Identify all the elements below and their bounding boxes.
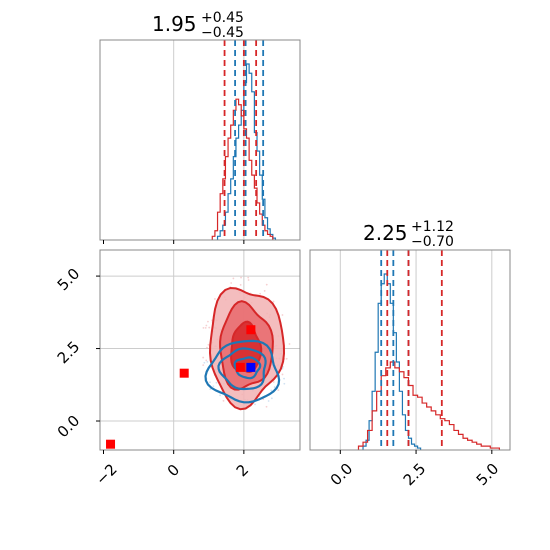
sample-point: [204, 327, 207, 329]
sample-point: [281, 314, 284, 316]
sample-point: [205, 359, 208, 362]
sample-point: [247, 279, 250, 281]
sample-point: [202, 326, 205, 329]
sample-point: [263, 290, 266, 292]
blue-contour-outer: [204, 339, 281, 404]
sample-point: [267, 400, 270, 402]
marker-marker_red: [179, 368, 189, 378]
x-tick-label: 5.0: [473, 460, 503, 490]
sample-point: [206, 346, 208, 349]
sample-point: [270, 389, 273, 392]
y-tick-label: 5.0: [54, 265, 84, 295]
sample-point: [209, 381, 211, 384]
title-param-1-plus: +0.45: [201, 10, 244, 26]
sample-point: [240, 276, 242, 279]
marker-marker_blue: [246, 362, 256, 372]
sample-point: [281, 373, 284, 376]
x-tick-label: 0.0: [327, 460, 357, 490]
sample-point: [205, 324, 208, 327]
sample-point: [212, 385, 215, 388]
title-param-1: 1.95: [152, 12, 197, 36]
x-tick-label: 2: [233, 461, 252, 480]
sample-point: [239, 283, 242, 286]
axes-frame: [309, 249, 511, 451]
joint-panel: [96, 249, 301, 454]
blue-contour-middle: [217, 347, 267, 391]
axes-frame: [99, 39, 301, 241]
marker-marker_red: [235, 362, 245, 372]
sample-point: [265, 405, 268, 408]
y-tick-label: 2.5: [54, 338, 84, 368]
sample-point: [273, 386, 276, 389]
title-param-2: 2.25: [363, 221, 408, 245]
sample-point: [206, 360, 209, 363]
sample-point: [232, 277, 235, 280]
sample-point: [285, 357, 288, 360]
sample-point: [272, 381, 275, 383]
histogram-red: [357, 361, 500, 450]
sample-point: [215, 381, 218, 384]
sample-point: [230, 282, 233, 284]
sample-point: [247, 276, 250, 279]
sample-point: [219, 394, 222, 397]
x-tick-label: −2: [92, 460, 120, 488]
sample-point: [214, 298, 216, 300]
marginal-panel-param-2: [309, 249, 511, 454]
sample-point: [222, 399, 225, 402]
marker-marker_red: [246, 325, 256, 335]
sample-point: [208, 326, 211, 329]
sample-point: [254, 403, 256, 406]
blue-contour-inner: [233, 356, 262, 380]
x-tick-label: 2.5: [400, 460, 430, 490]
histogram-blue: [362, 273, 422, 450]
sample-point: [272, 300, 275, 303]
sample-point: [277, 389, 280, 392]
title-param-1-minus: −0.45: [201, 25, 244, 41]
y-tick-label: 0.0: [54, 412, 84, 442]
sample-point: [207, 343, 210, 346]
sample-point: [270, 397, 273, 400]
marker-marker_red: [106, 439, 116, 449]
sample-point: [259, 292, 262, 295]
axes-frame: [99, 249, 301, 451]
title-param-2-plus: +1.12: [411, 219, 454, 235]
sample-point: [288, 343, 291, 345]
sample-point: [202, 364, 205, 367]
sample-point: [283, 377, 285, 380]
sample-point: [283, 382, 286, 385]
marginal-panel-param-1: [99, 39, 301, 244]
x-tick-label: 0: [164, 461, 183, 480]
sample-point: [265, 283, 268, 286]
sample-point: [207, 320, 209, 323]
title-param-2-minus: −0.70: [411, 234, 454, 250]
sample-point: [203, 361, 206, 364]
sample-point: [202, 356, 205, 359]
sample-point: [209, 388, 212, 391]
